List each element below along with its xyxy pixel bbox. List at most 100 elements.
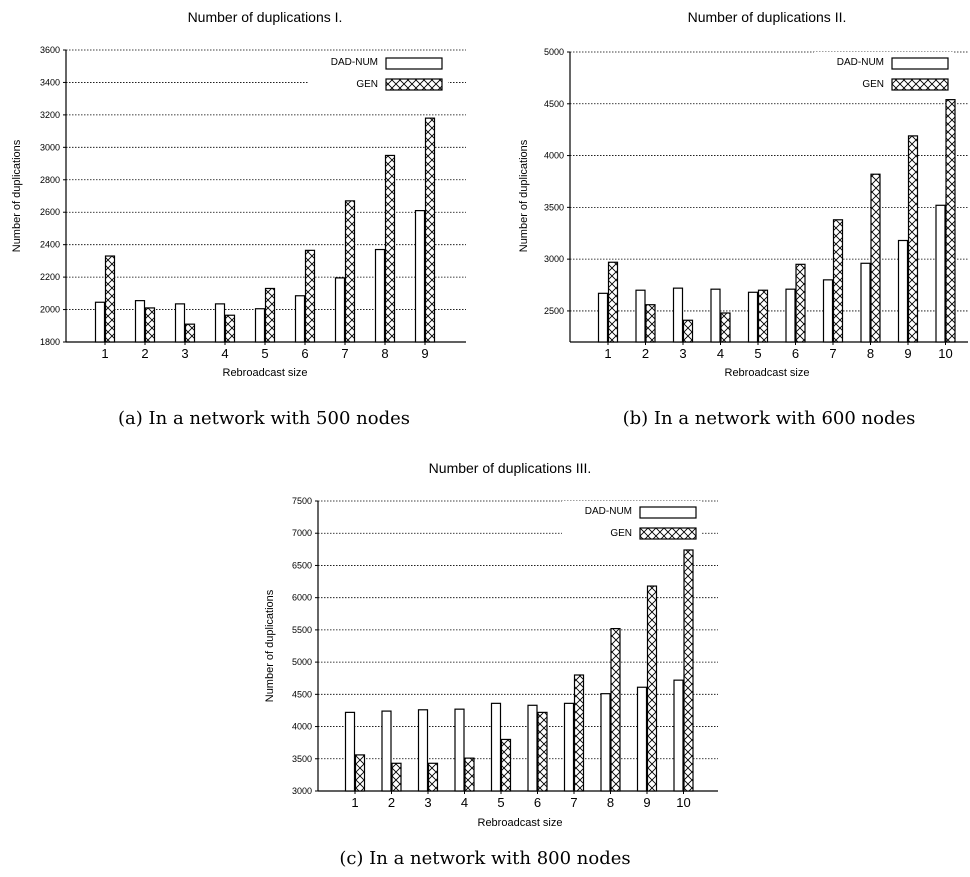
bar-gen [945, 99, 956, 343]
y-tick-label: 7000 [292, 528, 312, 538]
bar-gen [354, 754, 366, 792]
bar-gen [264, 287, 276, 343]
bar-gen [832, 219, 844, 343]
y-tick-label: 4500 [544, 99, 564, 109]
x-tick-label: 6 [534, 795, 541, 810]
chart-title: Number of duplications II. [688, 9, 847, 25]
y-tick-label: 4500 [292, 689, 312, 699]
bar-dad-num [254, 308, 266, 343]
x-tick-label: 3 [424, 795, 431, 810]
bar-gen [645, 304, 656, 343]
x-tick-label: 1 [604, 346, 611, 361]
figure-caption: (b) In a network with 600 nodes [623, 408, 916, 429]
x-tick-label: 7 [829, 346, 836, 361]
bar-gen [384, 154, 396, 343]
chart-title: Number of duplications III. [429, 460, 592, 476]
bar-gen [104, 255, 116, 343]
x-tick-label: 2 [388, 795, 395, 810]
y-tick-label: 3500 [544, 202, 564, 212]
x-tick-label: 8 [381, 346, 388, 361]
x-tick-label: 5 [261, 346, 268, 361]
x-tick-label: 10 [676, 795, 690, 810]
bar-dad-num [454, 708, 465, 792]
legend-label-gen: GEN [356, 79, 378, 90]
legend-label-dad-num: DAD-NUM [585, 506, 632, 517]
bar-dad-num [710, 288, 721, 343]
bar-dad-num [344, 711, 356, 792]
bar-gen [424, 117, 436, 343]
y-tick-label: 5500 [292, 625, 312, 635]
x-tick-label: 7 [341, 346, 348, 361]
y-tick-label: 3000 [292, 786, 312, 796]
bar-gen [682, 319, 694, 343]
bar-dad-num [294, 295, 306, 343]
chart-500-nodes: Number of duplications I. Number of dupl… [11, 9, 466, 429]
legend-swatch-gen [639, 527, 697, 540]
x-tick-label: 6 [301, 346, 308, 361]
y-tick-label: 5000 [292, 657, 312, 667]
y-tick-label: 6000 [292, 593, 312, 603]
bar-gen [224, 314, 236, 343]
y-tick-label: 3200 [40, 110, 60, 120]
x-tick-label: 4 [221, 346, 228, 361]
legend: DAD-NUM GEN [308, 52, 448, 92]
bar-dad-num [597, 292, 609, 343]
bar-gen [683, 549, 694, 792]
x-tick-label: 2 [141, 346, 148, 361]
bar-gen [304, 249, 316, 343]
y-tick-label: 1800 [40, 337, 60, 347]
bar-gen [610, 627, 621, 792]
bar-gen [757, 289, 769, 343]
y-tick-label: 3500 [292, 754, 312, 764]
y-tick-label: 4000 [544, 151, 564, 161]
x-tick-label: 8 [607, 795, 614, 810]
y-tick-label: 2200 [40, 272, 60, 282]
bar-dad-num [527, 704, 538, 792]
bar-dad-num [822, 279, 834, 343]
x-tick-label: 4 [461, 795, 468, 810]
bar-dad-num [785, 288, 796, 343]
legend-swatch-dad-num [639, 506, 697, 519]
y-axis-label: Number of duplications [518, 139, 530, 252]
x-tick-label: 9 [904, 346, 911, 361]
y-tick-label: 2000 [40, 305, 60, 315]
y-tick-label: 2800 [40, 175, 60, 185]
x-tick-label: 5 [754, 346, 761, 361]
bar-dad-num [417, 709, 429, 792]
bar-gen [646, 585, 658, 792]
y-axis-label: Number of duplications [11, 139, 23, 252]
y-tick-label: 2500 [544, 306, 564, 316]
legend: DAD-NUM GEN [814, 52, 954, 92]
bar-gen [500, 738, 512, 792]
x-tick-label: 1 [351, 795, 358, 810]
bar-dad-num [134, 300, 146, 343]
y-tick-label: 3000 [40, 142, 60, 152]
bar-dad-num [174, 303, 186, 343]
x-axis-label: Rebroadcast size [223, 367, 308, 379]
x-tick-label: 9 [421, 346, 428, 361]
y-tick-label: 3000 [544, 254, 564, 264]
chart-800-nodes: Number of duplications III. Number of du… [264, 460, 718, 869]
bar-gen [144, 307, 156, 343]
x-axis-label: Rebroadcast size [478, 817, 563, 829]
bar-gen [391, 762, 402, 792]
y-tick-label: 2600 [40, 207, 60, 217]
y-tick-label: 6500 [292, 560, 312, 570]
x-tick-label: 6 [792, 346, 799, 361]
y-tick-label: 4000 [292, 722, 312, 732]
bar-dad-num [635, 289, 646, 343]
legend-label-gen: GEN [862, 79, 884, 90]
bar-dad-num [860, 262, 871, 343]
chart-title: Number of duplications I. [188, 9, 343, 25]
bar-gen [870, 173, 881, 343]
figure-caption: (c) In a network with 800 nodes [339, 848, 630, 869]
x-tick-label: 1 [101, 346, 108, 361]
bar-dad-num [94, 301, 106, 343]
bar-dad-num [935, 204, 946, 343]
y-axis-label: Number of duplications [264, 589, 276, 702]
x-tick-label: 10 [938, 346, 952, 361]
x-tick-label: 7 [570, 795, 577, 810]
bar-dad-num [563, 702, 575, 792]
legend-label-dad-num: DAD-NUM [331, 57, 378, 68]
